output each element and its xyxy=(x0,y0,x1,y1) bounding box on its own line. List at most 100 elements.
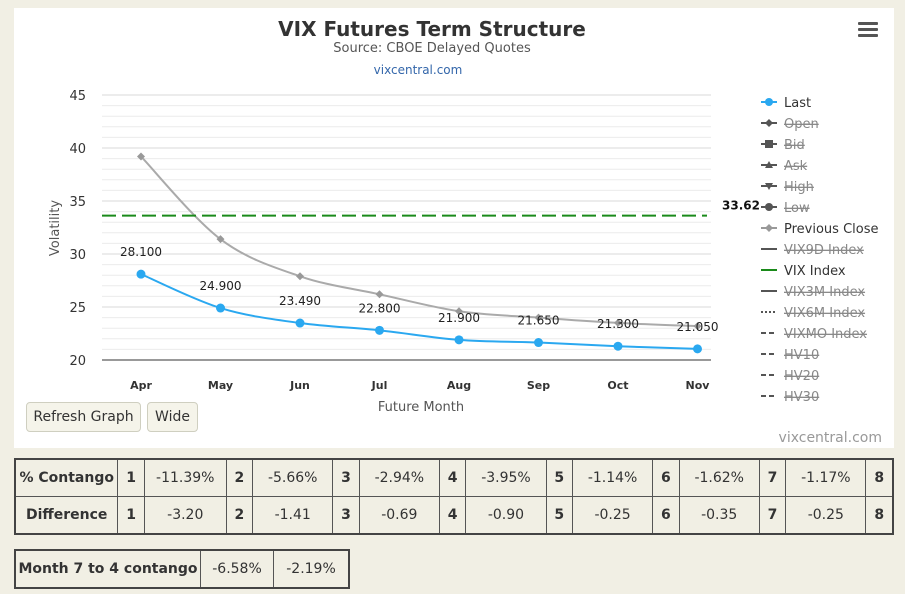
x-tick-label: May xyxy=(208,379,233,392)
legend-item[interactable]: Low xyxy=(761,201,810,216)
chart-menu-icon[interactable] xyxy=(858,22,878,38)
legend-label: Ask xyxy=(784,159,808,174)
legend-marker xyxy=(765,183,773,190)
contango-value: -0.25 xyxy=(571,496,654,535)
month-contango-row: Month 7 to 4 contango -6.58% -2.19% xyxy=(14,549,350,589)
last-point[interactable] xyxy=(295,318,305,328)
last-point[interactable] xyxy=(375,325,384,335)
previous-close-point[interactable] xyxy=(216,235,225,244)
contango-table: % Contango 1 -11.39% 2 -5.66% 3 -2.94% 4 -3.95% 5… xyxy=(14,458,894,535)
contango-month-number: 5 xyxy=(545,496,573,535)
previous-close-point[interactable] xyxy=(137,152,145,161)
legend-label: Bid xyxy=(784,138,805,153)
contango-value: -1.41 xyxy=(252,496,334,535)
last-data-label: 22.800 xyxy=(359,301,401,315)
chart-title: VIX Futures Term Structure xyxy=(278,17,586,41)
legend-item[interactable]: HV10 xyxy=(761,348,819,363)
contango-value: -3.20 xyxy=(143,496,227,535)
legend-item[interactable]: Open xyxy=(761,117,819,132)
legend-item[interactable]: Ask xyxy=(761,159,808,174)
x-tick-label: Oct xyxy=(607,379,628,392)
legend-item[interactable]: Previous Close xyxy=(761,222,879,237)
legend-marker xyxy=(765,119,773,127)
last-point[interactable] xyxy=(136,269,146,279)
contango-value: -0.35 xyxy=(678,496,760,535)
x-axis-title: Future Month xyxy=(378,400,464,415)
legend-label: High xyxy=(784,180,814,195)
legend-item[interactable]: HV30 xyxy=(761,390,819,405)
last-data-label: 24.900 xyxy=(200,279,242,293)
last-data-label: 21.900 xyxy=(438,311,480,325)
contango-value: -1.17% xyxy=(785,458,867,497)
chart-credits[interactable]: vixcentral.com xyxy=(779,430,882,446)
last-point[interactable] xyxy=(693,344,702,354)
contango-value: -1.14% xyxy=(571,458,654,497)
contango-month-number: 8 xyxy=(865,458,894,497)
month-contango-value: -6.58% xyxy=(200,549,274,589)
last-data-label: 21.050 xyxy=(677,320,719,334)
y-tick-label: 35 xyxy=(69,195,86,210)
y-tick-label: 20 xyxy=(69,354,86,369)
previous-close-point[interactable] xyxy=(534,313,543,322)
legend-item[interactable]: VIX3M Index xyxy=(761,285,865,300)
refresh-graph-button[interactable]: Refresh Graph xyxy=(26,402,141,432)
last-point[interactable] xyxy=(534,338,543,348)
legend-label: HV20 xyxy=(784,369,819,384)
chart-panel: VIX Futures Term Structure Source: CBOE … xyxy=(14,8,894,448)
y-tick-label: 40 xyxy=(69,142,86,157)
contango-month-number: 6 xyxy=(652,496,680,535)
last-point[interactable] xyxy=(216,303,225,313)
wide-button[interactable]: Wide xyxy=(147,402,198,432)
legend-item[interactable]: HV20 xyxy=(761,369,819,384)
previous-close-point[interactable] xyxy=(614,318,622,327)
legend-item[interactable]: Bid xyxy=(761,138,805,153)
contango-month-number: 1 xyxy=(117,496,145,535)
legend-item[interactable]: Last xyxy=(761,96,811,111)
legend-marker xyxy=(765,98,773,106)
contango-month-number: 8 xyxy=(865,496,894,535)
contango-value: -11.39% xyxy=(143,458,227,497)
previous-close-point[interactable] xyxy=(455,307,463,316)
x-tick-label: Apr xyxy=(130,379,152,392)
contango-table-row: % Contango 1 -11.39% 2 -5.66% 3 -2.94% 4 -3.95% 5… xyxy=(14,458,894,497)
legend-marker xyxy=(765,203,773,211)
x-tick-label: Aug xyxy=(447,379,471,392)
previous-close-point[interactable] xyxy=(693,322,702,331)
contango-month-number: 4 xyxy=(438,458,467,497)
contango-value: -1.62% xyxy=(678,458,760,497)
last-point[interactable] xyxy=(613,341,623,351)
legend-label: Low xyxy=(784,201,810,216)
series-previous-close-line xyxy=(140,155,698,328)
legend-item[interactable]: VIX9D Index xyxy=(761,243,864,258)
vix-index-label: 33.62 xyxy=(722,199,760,213)
legend-item[interactable]: High xyxy=(761,180,814,195)
previous-close-point[interactable] xyxy=(375,290,384,299)
legend-label: HV30 xyxy=(784,390,819,405)
legend-label: VIXMO Index xyxy=(784,327,867,342)
plot-area: 20 25 30 35 40 45 Apr May Jun Jul Aug Sep Oct Nov 33.6… xyxy=(69,89,760,392)
legend-label: VIX3M Index xyxy=(784,285,865,300)
legend-item[interactable]: VIX6M Index xyxy=(761,306,865,321)
legend-label: Previous Close xyxy=(784,222,879,237)
last-point[interactable] xyxy=(454,335,464,345)
legend-item[interactable]: VIX Index xyxy=(761,264,846,279)
contango-value: -0.25 xyxy=(785,496,867,535)
chart-source-link[interactable]: vixcentral.com xyxy=(374,63,463,77)
contango-value: -0.69 xyxy=(358,496,440,535)
legend-item[interactable]: VIXMO Index xyxy=(761,327,867,342)
contango-month-number: 5 xyxy=(545,458,573,497)
contango-month-number: 6 xyxy=(652,458,680,497)
legend-label: Open xyxy=(784,117,819,132)
last-data-label: 21.300 xyxy=(597,317,639,331)
contango-value: -0.90 xyxy=(465,496,547,535)
x-tick-label: Nov xyxy=(686,379,711,392)
chart-subtitle: Source: CBOE Delayed Quotes xyxy=(333,41,531,56)
contango-month-number: 7 xyxy=(758,458,787,497)
legend-marker xyxy=(765,161,773,168)
legend-marker xyxy=(765,140,773,148)
contango-table-row: Difference 1 -3.20 2 -1.41 3 -0.69 4 -0.90 5 -0.25… xyxy=(14,496,894,535)
contango-month-number: 7 xyxy=(758,496,787,535)
month-contango-value: -2.19% xyxy=(273,549,350,589)
legend-label: VIX6M Index xyxy=(784,306,865,321)
previous-close-point[interactable] xyxy=(296,272,304,281)
